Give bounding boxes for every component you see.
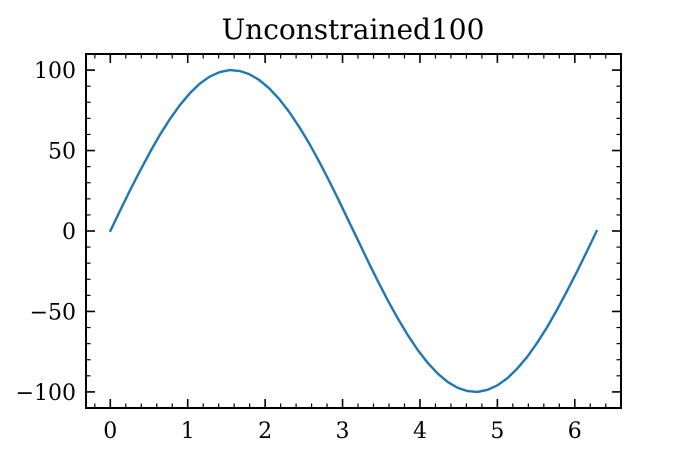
y-tick-label: 0 [62, 220, 76, 245]
x-tick-label: 1 [181, 419, 195, 444]
axis-tick-labels: 0 1 2 3 4 5 6 −100 −50 0 50 100 [16, 59, 582, 444]
chart-title: Unconstrained100 [222, 13, 485, 46]
y-tick-label: −50 [30, 300, 76, 325]
x-tick-label: 0 [103, 419, 117, 444]
series-group [109, 68, 598, 394]
y-tick-label: 100 [34, 59, 76, 84]
series-line [109, 68, 598, 394]
x-tick-label: 4 [413, 419, 427, 444]
x-tick-label: 2 [258, 419, 272, 444]
plot-frame [85, 53, 622, 409]
y-tick-label: 50 [48, 140, 76, 165]
x-tick-label: 5 [490, 419, 504, 444]
x-tick-label: 6 [568, 419, 582, 444]
x-tick-label: 3 [336, 419, 350, 444]
y-tick-label: −100 [16, 381, 76, 406]
